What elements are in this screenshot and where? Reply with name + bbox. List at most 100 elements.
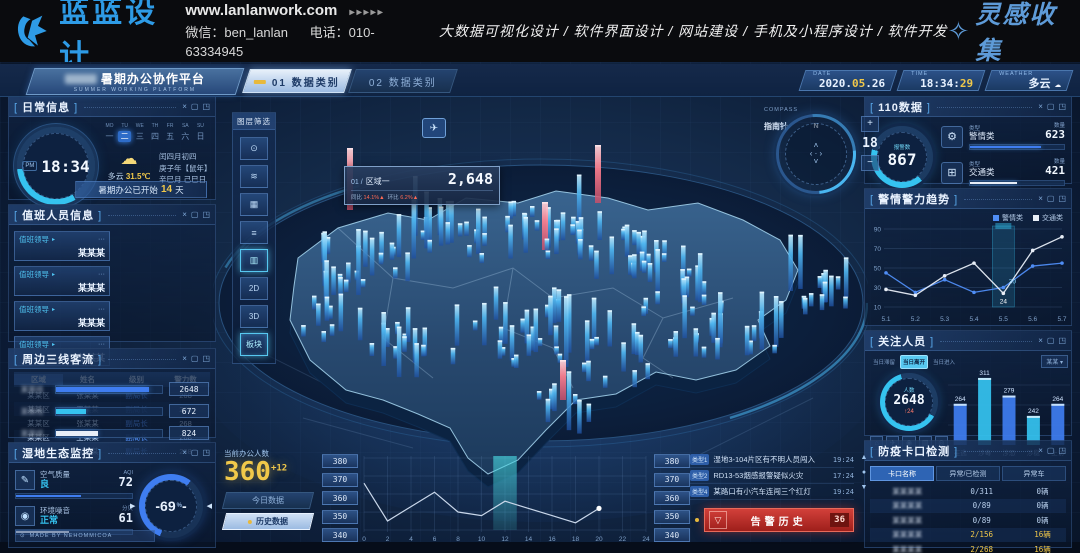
contact-block: www.lanlanwork.com ▸▸▸▸▸ 微信：ben_lanlan 电… [185, 0, 408, 62]
office-value: 360+12 [224, 457, 288, 487]
grid-layer-button[interactable]: ▦ [240, 193, 268, 216]
focus-tab[interactable]: 当日滞留 [873, 360, 896, 366]
weekday-strip: MO 一 TU 二 WE 三 TH 四 FR 五 SA 六 SU 日 [103, 123, 207, 142]
panel-title: 日常信息 [14, 99, 78, 115]
svg-text:5.6: 5.6 [1028, 316, 1037, 323]
svg-text:24: 24 [1000, 298, 1008, 305]
3d-mode-button[interactable]: 3D [240, 305, 268, 328]
svg-text:50: 50 [874, 266, 882, 273]
panel-control-icon[interactable]: ▢ [190, 101, 199, 111]
y-axis-box: 360 [654, 491, 690, 505]
sparkle-star-icon: ✧ [947, 15, 970, 46]
panel-title: 防疫卡口检测 [870, 443, 958, 459]
alert-item[interactable]: 类型2 RD13-53烟感报警疑似火灾 17:24 [690, 468, 854, 484]
list-layer-button[interactable]: ≡ [240, 221, 268, 244]
checkpoint-header[interactable]: 卡口名称 [870, 466, 934, 481]
eco-gauge: ▶ -69% - ◀ [130, 474, 212, 538]
office-history-button[interactable]: 历史数据 [221, 513, 315, 531]
panel-control-icon[interactable]: ◳ [1058, 101, 1066, 111]
phone-label: 电话：010-63334945 [185, 24, 375, 60]
panel-control-icon[interactable]: ◳ [202, 101, 210, 111]
panel-control-icon[interactable]: ▢ [190, 353, 199, 363]
panel-control-icon[interactable]: ◳ [1058, 445, 1066, 455]
more-dots-icon[interactable]: ··· [98, 236, 105, 243]
checkpoint-row[interactable]: 某某某某 0/311 0辆 [892, 486, 1049, 496]
panel-control-icon[interactable]: ◳ [202, 353, 210, 363]
plane-marker-icon[interactable]: ✈ [422, 118, 446, 138]
duty-leader-card[interactable]: 值班领导▸···某某某 [14, 266, 110, 296]
checkpoint-header[interactable]: 异常/已检测 [936, 466, 1000, 481]
focus-tab[interactable]: 当日离开 [900, 355, 929, 369]
chart-layer-button[interactable]: ▥ [240, 249, 268, 272]
y-axis-box: 350 [654, 509, 690, 524]
tooltip-value: 2,648 [447, 170, 493, 188]
camera-layer-button[interactable]: ⊙ [240, 137, 268, 160]
traffic-bus-icon: ⊞ [941, 161, 963, 184]
panel-control-icon[interactable]: × [182, 101, 187, 111]
checkpoint-header[interactable]: 异常车 [1002, 466, 1066, 481]
panel-control-icon[interactable]: ◳ [202, 447, 210, 457]
2d-mode-button[interactable]: 2D [240, 277, 268, 300]
duty-leader-card[interactable]: 值班领导▸···某某某 [14, 301, 110, 331]
panel-control-icon[interactable]: × [182, 209, 187, 219]
scroll-down-icon[interactable]: ▼ [860, 484, 868, 491]
panel-control-icon[interactable]: ▢ [1046, 193, 1055, 203]
alert-history-button[interactable]: ▽ 告警历史 36 [695, 508, 854, 532]
more-dots-icon[interactable]: ··· [98, 306, 105, 313]
more-dots-icon[interactable]: ··· [98, 341, 105, 348]
dashboard-footer-bar [0, 542, 1080, 553]
district-mode-button[interactable]: 板块 [240, 333, 268, 356]
city-3d-map[interactable] [213, 88, 868, 546]
website-link[interactable]: www.lanlanwork.com [185, 2, 338, 20]
svg-text:30: 30 [1009, 279, 1017, 286]
compass-ring[interactable]: N ˄‹ · ›˅ [776, 114, 856, 194]
panel-control-icon[interactable]: × [182, 447, 187, 457]
panel-control-icon[interactable]: × [1038, 335, 1043, 345]
layer-filter-panel: 图层筛选 ⊙ ≋ ▦ ≡ ▥ 2D 3D 板块 [232, 112, 276, 364]
panel-control-icon[interactable]: ▢ [190, 447, 199, 457]
panel-control-icon[interactable]: × [182, 353, 187, 363]
checkpoint-row[interactable]: 某某某某 0/89 0辆 [892, 515, 1049, 525]
trend-line-chart: 90 70 50 30 10 30 24 5.1 5.2 5.3 5.4 5.5 5.6 5.7 [874, 223, 1067, 323]
checkpoint-row[interactable]: 某某某某 2/268 16辆 [892, 544, 1051, 553]
legend-item[interactable]: 警情类 [993, 213, 1023, 223]
weekday-cell: TU 二 [118, 123, 132, 142]
y-axis-box: 380 [322, 454, 358, 468]
panel-control-icon[interactable]: ▢ [1046, 335, 1055, 345]
panel-control-icon[interactable]: × [1038, 101, 1043, 111]
panel-control-icon[interactable]: ◳ [202, 209, 210, 219]
panel-control-icon[interactable]: ▢ [1046, 445, 1055, 455]
alert-type-badge: 类型1 [690, 454, 710, 465]
focus-count-gauge: 人数 2648 ↑24 [880, 373, 938, 431]
panel-control-icon[interactable]: ▢ [190, 209, 199, 219]
tab-data-category-1[interactable]: 01 数据类别 [242, 69, 352, 93]
panel-control-icon[interactable]: ▢ [1046, 101, 1055, 111]
office-today-button[interactable]: 今日数据 [221, 492, 315, 510]
legend-item[interactable]: 交通类 [1033, 213, 1063, 223]
duty-leader-card[interactable]: 值班领导▸···某某某 [14, 231, 110, 261]
alert-item[interactable]: 类型1 湿地3-104片区有不明人员闯入 19:24 [690, 452, 854, 468]
tab-data-category-2[interactable]: 02 数据类别 [348, 69, 458, 93]
panel-control-icon[interactable]: ◳ [1058, 193, 1066, 203]
y-axis-box: 340 [322, 528, 358, 542]
checkpoint-row[interactable]: 某某某某 0/89 0辆 [870, 498, 1066, 513]
zoom-in-button[interactable]: + [861, 116, 879, 132]
inspiration-collect[interactable]: ✧ 灵感收集 [948, 0, 1062, 67]
zoom-out-button[interactable]: − [861, 155, 879, 171]
svg-text:8: 8 [456, 536, 460, 543]
panel-control-icon[interactable]: × [1038, 193, 1043, 203]
svg-text:264: 264 [1052, 396, 1063, 403]
alert-item[interactable]: 类型4 某路口有小汽车连闯三个红灯 19:24 [690, 484, 854, 500]
panel-control-icon[interactable]: × [1038, 445, 1043, 455]
scroll-dot-icon[interactable]: ● [861, 469, 867, 476]
focus-filter-dropdown[interactable]: 某某 ▾ [1041, 355, 1068, 368]
scroll-up-icon[interactable]: ▲ [860, 454, 868, 461]
lunar-text: 庚子年【鼠年】 [159, 163, 212, 173]
signal-layer-button[interactable]: ≋ [240, 165, 268, 188]
checkpoint-row[interactable]: 某某某某 2/156 16辆 [870, 527, 1066, 542]
panel-control-icon[interactable]: ◳ [1058, 335, 1066, 345]
focus-tab[interactable]: 当日进入 [933, 360, 956, 366]
more-dots-icon[interactable]: ··· [98, 271, 105, 278]
